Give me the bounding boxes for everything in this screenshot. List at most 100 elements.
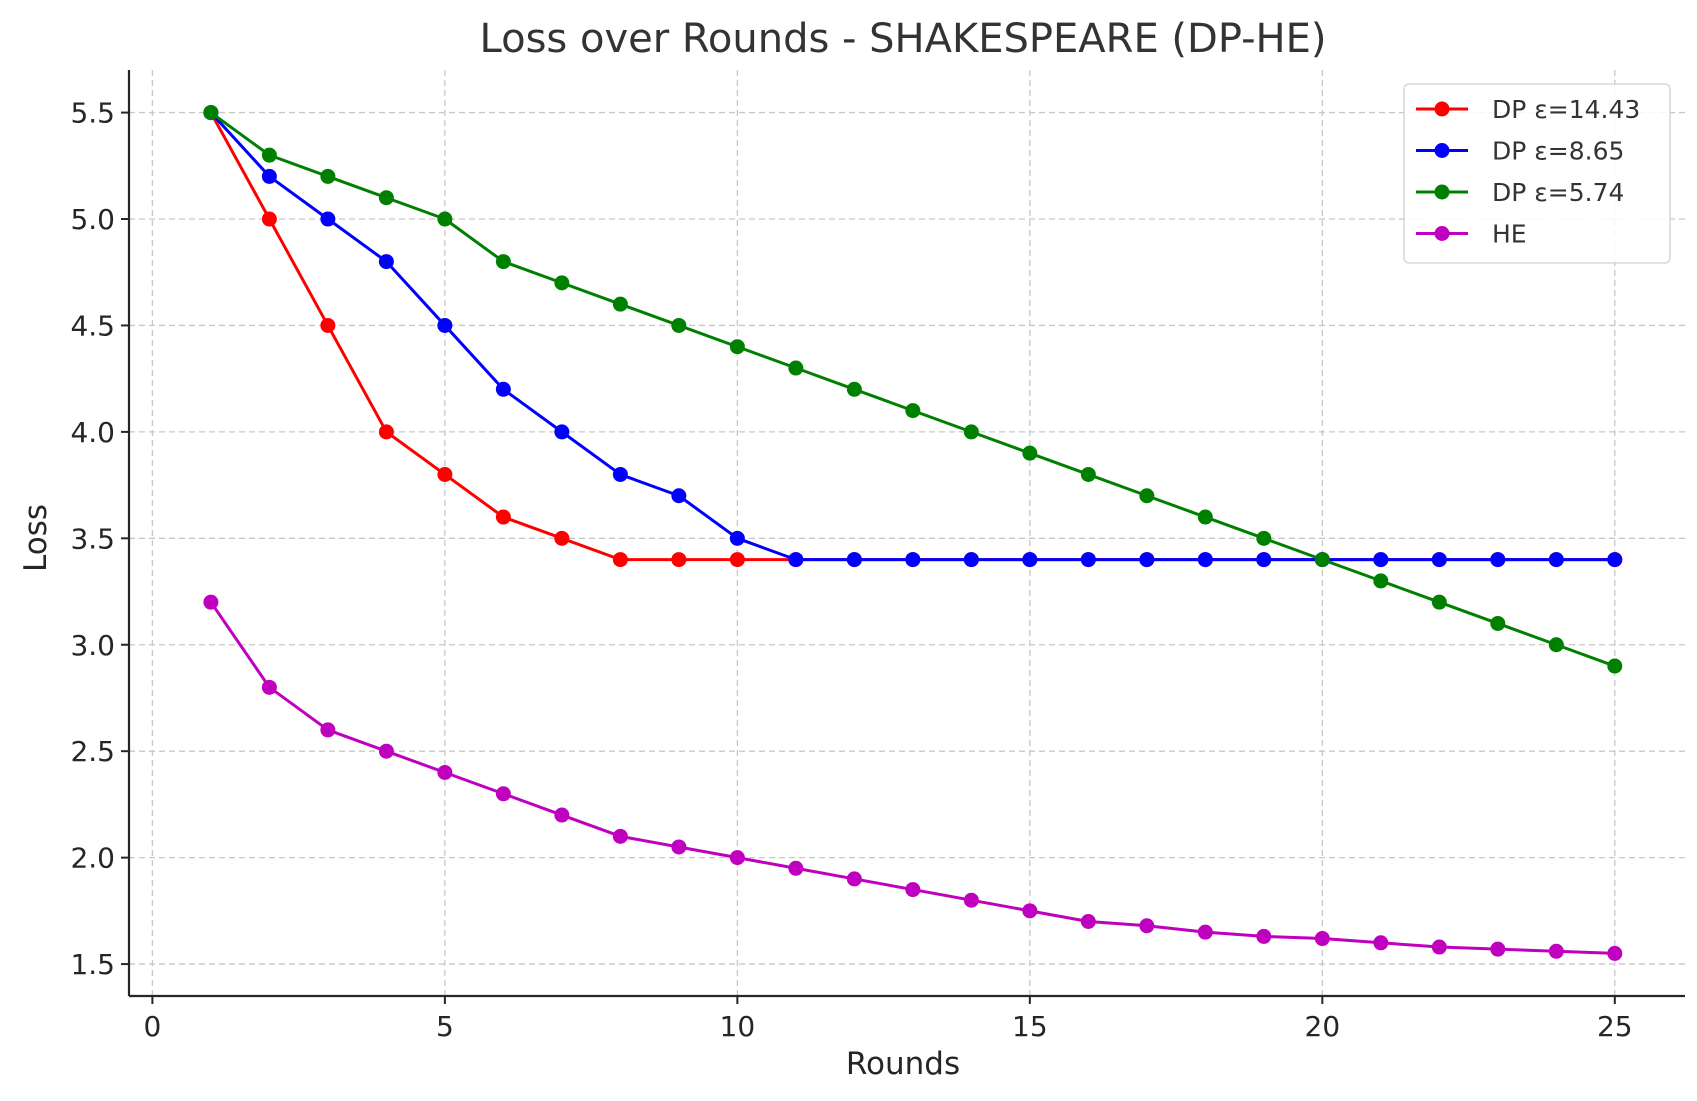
data-point	[320, 317, 336, 333]
y-tick-label: 5.0	[70, 203, 115, 236]
x-tick-label: 25	[1597, 1010, 1633, 1043]
data-point	[1080, 913, 1096, 929]
data-point	[1080, 552, 1096, 568]
data-point	[963, 892, 979, 908]
data-point	[729, 530, 745, 546]
legend-marker	[1434, 184, 1450, 200]
data-point	[261, 168, 277, 184]
data-point	[378, 190, 394, 206]
data-point	[729, 850, 745, 866]
legend-box	[1403, 83, 1671, 264]
y-axis-label: Loss	[18, 504, 54, 572]
legend-label: DP ε=14.43	[1492, 95, 1640, 124]
data-point	[1314, 931, 1330, 947]
data-point	[437, 764, 453, 780]
y-tick-label: 4.0	[70, 416, 115, 449]
data-point	[1197, 924, 1213, 940]
data-point	[495, 509, 511, 525]
data-series	[203, 105, 1623, 961]
data-point	[671, 317, 687, 333]
data-point	[1431, 594, 1447, 610]
data-point	[788, 360, 804, 376]
data-point	[378, 424, 394, 440]
x-tick-label: 5	[436, 1010, 454, 1043]
x-tick-label: 15	[1012, 1010, 1048, 1043]
data-point	[1139, 552, 1155, 568]
axes	[127, 70, 1685, 998]
data-point	[437, 317, 453, 333]
data-point	[1022, 552, 1038, 568]
axis-ticks: 0 5 10 15 20 25 1.5 2.0 2.5 3.0 3.5 4.0 4.5 5.0 5.5	[70, 97, 1632, 1043]
data-point	[554, 530, 570, 546]
data-point	[378, 254, 394, 270]
data-point	[1431, 939, 1447, 955]
data-point	[671, 552, 687, 568]
data-point	[1548, 943, 1564, 959]
legend[interactable]: DP ε=14.43 DP ε=8.65 DP ε=5.74 HE	[1403, 83, 1671, 264]
data-point	[261, 679, 277, 695]
series-1	[203, 105, 1623, 568]
data-point	[261, 211, 277, 227]
data-point	[1373, 573, 1389, 589]
legend-item[interactable]: DP ε=8.65	[1416, 137, 1624, 166]
data-point	[1256, 530, 1272, 546]
x-tick-label: 20	[1305, 1010, 1341, 1043]
data-point	[905, 403, 921, 419]
data-point	[1607, 945, 1623, 961]
data-point	[378, 743, 394, 759]
data-point	[203, 594, 219, 610]
data-point	[963, 424, 979, 440]
data-point	[437, 466, 453, 482]
series-line	[209, 600, 1617, 955]
data-point	[1607, 552, 1623, 568]
data-point	[671, 839, 687, 855]
legend-item[interactable]: HE	[1416, 220, 1527, 249]
data-point	[1139, 918, 1155, 934]
y-tick-label: 4.5	[70, 309, 115, 342]
data-point	[320, 722, 336, 738]
data-point	[612, 552, 628, 568]
legend-marker	[1434, 101, 1450, 117]
data-point	[1548, 637, 1564, 653]
data-point	[1607, 658, 1623, 674]
y-tick-label: 3.5	[70, 522, 115, 555]
data-point	[1431, 552, 1447, 568]
data-point	[905, 552, 921, 568]
legend-label: DP ε=5.74	[1492, 178, 1624, 207]
data-point	[1022, 903, 1038, 919]
y-tick-label: 3.0	[70, 629, 115, 662]
data-point	[1022, 445, 1038, 461]
data-point	[671, 488, 687, 504]
legend-marker	[1434, 143, 1450, 158]
data-point	[320, 211, 336, 227]
data-point	[963, 552, 979, 568]
data-point	[437, 211, 453, 227]
y-tick-label: 5.5	[70, 97, 115, 130]
legend-label: HE	[1492, 220, 1527, 249]
legend-item[interactable]: DP ε=14.43	[1416, 95, 1640, 124]
data-point	[612, 466, 628, 482]
data-point	[846, 552, 862, 568]
data-point	[1373, 935, 1389, 951]
data-point	[320, 168, 336, 184]
legend-marker	[1434, 226, 1450, 241]
legend-item[interactable]: DP ε=5.74	[1416, 178, 1624, 207]
y-tick-label: 2.0	[70, 842, 115, 875]
data-point	[1490, 615, 1506, 631]
data-point	[554, 424, 570, 440]
data-point	[729, 552, 745, 568]
legend-label: DP ε=8.65	[1492, 137, 1624, 166]
data-point	[495, 786, 511, 802]
data-point	[1080, 466, 1096, 482]
data-point	[554, 275, 570, 291]
data-point	[1197, 509, 1213, 525]
data-point	[612, 828, 628, 844]
data-point	[1197, 552, 1213, 568]
chart-title: Loss over Rounds - SHAKESPEARE (DP-HE)	[480, 16, 1327, 62]
data-point	[1548, 552, 1564, 568]
series-3	[203, 594, 1623, 961]
data-point	[261, 147, 277, 163]
data-point	[846, 381, 862, 397]
